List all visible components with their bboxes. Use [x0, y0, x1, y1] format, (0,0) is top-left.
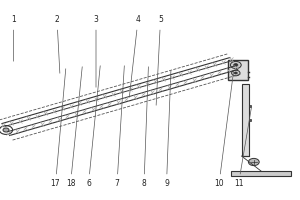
Bar — [249, 105, 251, 107]
Text: 6: 6 — [86, 66, 100, 188]
Bar — [249, 119, 251, 121]
Text: 11: 11 — [234, 107, 251, 188]
Circle shape — [234, 72, 237, 74]
Circle shape — [3, 128, 9, 132]
Text: 10: 10 — [214, 71, 234, 188]
Text: 5: 5 — [156, 16, 163, 105]
Text: 4: 4 — [129, 16, 140, 97]
Circle shape — [234, 64, 238, 66]
Bar — [231, 171, 291, 176]
Bar — [228, 60, 248, 80]
Text: 17: 17 — [51, 69, 66, 188]
Text: 7: 7 — [115, 66, 124, 188]
Circle shape — [230, 61, 241, 69]
Bar — [242, 84, 249, 156]
Text: 1: 1 — [11, 16, 16, 61]
Circle shape — [232, 70, 240, 76]
Text: 3: 3 — [94, 16, 98, 87]
Text: 18: 18 — [66, 67, 82, 188]
Text: 2: 2 — [55, 16, 60, 73]
Text: 9: 9 — [164, 71, 171, 188]
Circle shape — [248, 158, 259, 166]
Text: 8: 8 — [142, 67, 148, 188]
